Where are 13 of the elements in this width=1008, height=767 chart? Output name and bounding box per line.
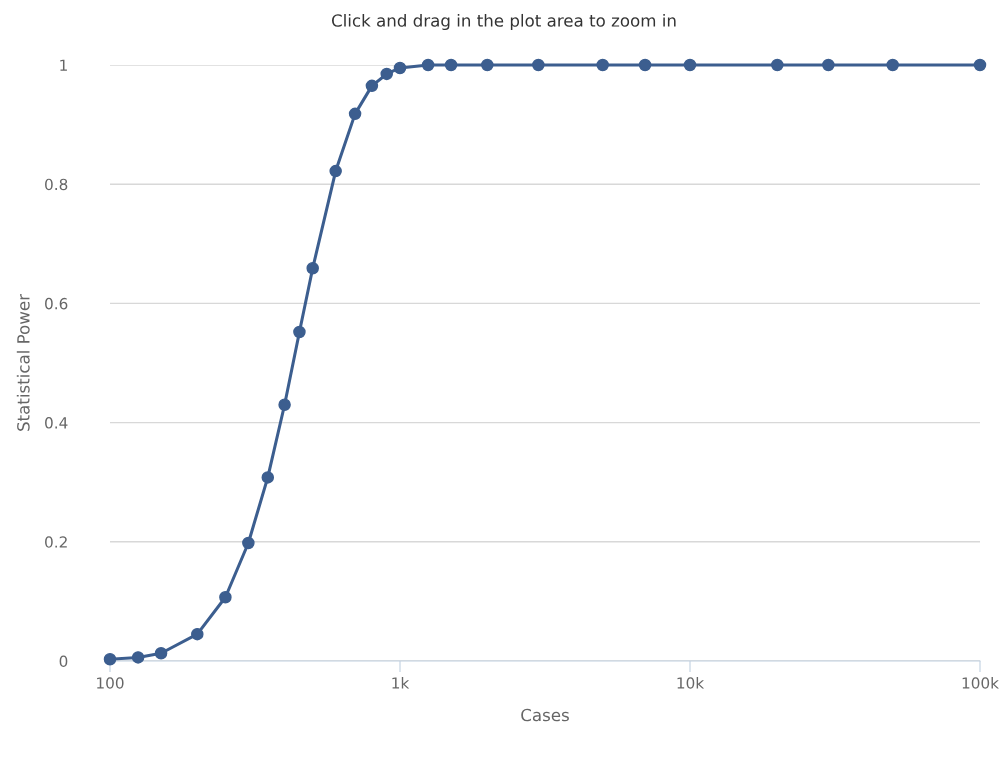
y-tick-label: 1 (60, 59, 67, 71)
y-axis-title: Statistical Power (16, 293, 30, 431)
x-tick-label: 100k (962, 676, 999, 689)
x-tick-label: 1k (392, 676, 410, 689)
x-tick-label: 10k (677, 676, 705, 689)
y-tick-label: 0.8 (45, 178, 68, 191)
chart-title: Click and drag in the plot area to zoom in (331, 13, 676, 31)
y-tick-label: 0.2 (45, 536, 67, 548)
x-tick-label: 100 (97, 677, 124, 689)
y-tick-label: 0 (59, 655, 68, 668)
y-tick-label: 0.4 (45, 417, 68, 429)
x-axis-title: Cases (521, 708, 569, 722)
y-tick-label: 0.6 (45, 297, 68, 310)
